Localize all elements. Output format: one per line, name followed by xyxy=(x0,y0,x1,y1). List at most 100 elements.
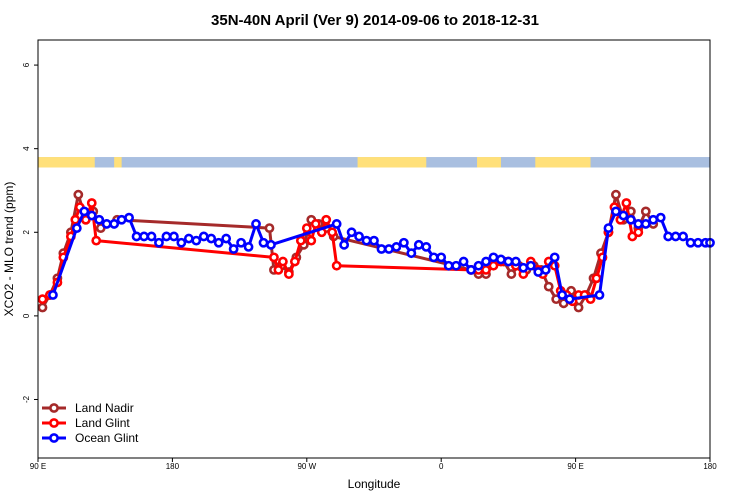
data-point xyxy=(640,206,651,217)
data-point xyxy=(618,210,629,221)
x-tick-label: 0 xyxy=(439,462,444,471)
data-point xyxy=(321,214,332,225)
data-point xyxy=(413,239,424,250)
data-point xyxy=(361,235,372,246)
x-axis: 90 E 180 90 W 0 90 E 180 xyxy=(30,458,717,471)
data-point xyxy=(116,214,127,225)
data-point xyxy=(176,237,187,248)
data-point xyxy=(506,269,517,279)
data-point xyxy=(518,262,529,273)
data-point xyxy=(398,237,409,248)
data-point xyxy=(481,264,491,275)
data-point xyxy=(91,235,102,246)
x-tick-label: 90 E xyxy=(567,462,583,471)
data-point xyxy=(594,290,605,300)
x-tick-label: 90 E xyxy=(30,462,46,471)
data-point xyxy=(625,214,636,225)
data-point xyxy=(473,260,484,271)
data-point xyxy=(221,233,232,244)
data-point xyxy=(406,248,417,259)
data-point xyxy=(633,227,644,238)
data-point xyxy=(573,302,584,313)
data-point xyxy=(384,244,394,254)
y-axis-label: XCO2 - MLO trend (ppm) xyxy=(2,182,16,317)
y-axis: -2 0 2 4 6 xyxy=(22,62,38,403)
data-point xyxy=(557,290,568,300)
data-point xyxy=(591,273,602,284)
data-point xyxy=(266,239,276,250)
legend-swatch-marker xyxy=(49,433,59,443)
data-point xyxy=(161,231,172,242)
data-point xyxy=(648,214,659,225)
land-segment xyxy=(38,157,95,168)
x-axis-label: Longitude xyxy=(348,477,401,491)
data-point xyxy=(198,231,209,242)
data-point xyxy=(549,252,560,263)
data-point xyxy=(48,290,58,300)
y-tick-label: 2 xyxy=(22,230,31,235)
data-point xyxy=(86,198,97,208)
data-point xyxy=(258,237,269,248)
data-point xyxy=(228,244,239,254)
data-point xyxy=(655,212,666,223)
data-point xyxy=(168,231,179,242)
data-point xyxy=(525,260,536,271)
data-point xyxy=(183,233,194,244)
data-point xyxy=(481,256,491,267)
plot-frame xyxy=(37,39,711,459)
data-point xyxy=(251,219,261,229)
y-tick-label: 4 xyxy=(22,146,31,151)
x-tick-label: 180 xyxy=(703,462,717,471)
legend-label: Land Nadir xyxy=(75,401,134,415)
data-point xyxy=(213,237,224,248)
data-point xyxy=(283,269,294,279)
data-point xyxy=(488,252,499,263)
data-point xyxy=(611,206,621,217)
data-point xyxy=(354,231,364,242)
data-point xyxy=(273,264,284,275)
data-point xyxy=(101,219,112,229)
data-point xyxy=(640,219,651,229)
data-point xyxy=(503,256,514,267)
data-point xyxy=(346,227,357,238)
data-point xyxy=(621,198,632,208)
data-point xyxy=(131,231,142,242)
data-point xyxy=(191,235,202,246)
data-point xyxy=(295,235,306,246)
data-point xyxy=(533,267,544,277)
data-point xyxy=(540,264,551,275)
land-segment xyxy=(535,157,591,168)
legend-item-land-nadir: Land Nadir xyxy=(42,401,134,415)
data-point xyxy=(543,281,554,292)
data-point xyxy=(109,219,120,229)
data-point xyxy=(693,237,703,248)
data-point xyxy=(86,210,97,221)
data-point xyxy=(139,231,149,242)
legend-label: Land Glint xyxy=(75,416,130,430)
legend-item-ocean-glint: Ocean Glint xyxy=(42,431,139,445)
data-point xyxy=(154,237,164,248)
data-point xyxy=(236,237,246,248)
data-point xyxy=(663,231,674,242)
land-ocean-strip xyxy=(38,157,710,168)
data-point xyxy=(73,189,84,200)
data-point xyxy=(289,256,300,267)
data-point xyxy=(327,227,338,238)
data-point xyxy=(443,260,454,271)
data-point xyxy=(421,242,432,252)
land-segment xyxy=(477,157,501,168)
y-tick-label: -2 xyxy=(22,395,31,403)
x-tick-label: 180 xyxy=(166,462,180,471)
data-point xyxy=(124,212,134,223)
legend-swatch-marker xyxy=(49,403,59,413)
land-segment xyxy=(357,157,427,168)
data-point xyxy=(428,252,439,263)
data-point xyxy=(458,256,469,267)
data-point xyxy=(331,260,342,271)
data-point xyxy=(488,260,499,271)
data-point xyxy=(310,219,321,229)
data-point xyxy=(391,242,402,252)
data-point xyxy=(685,237,696,248)
data-point xyxy=(79,206,90,217)
